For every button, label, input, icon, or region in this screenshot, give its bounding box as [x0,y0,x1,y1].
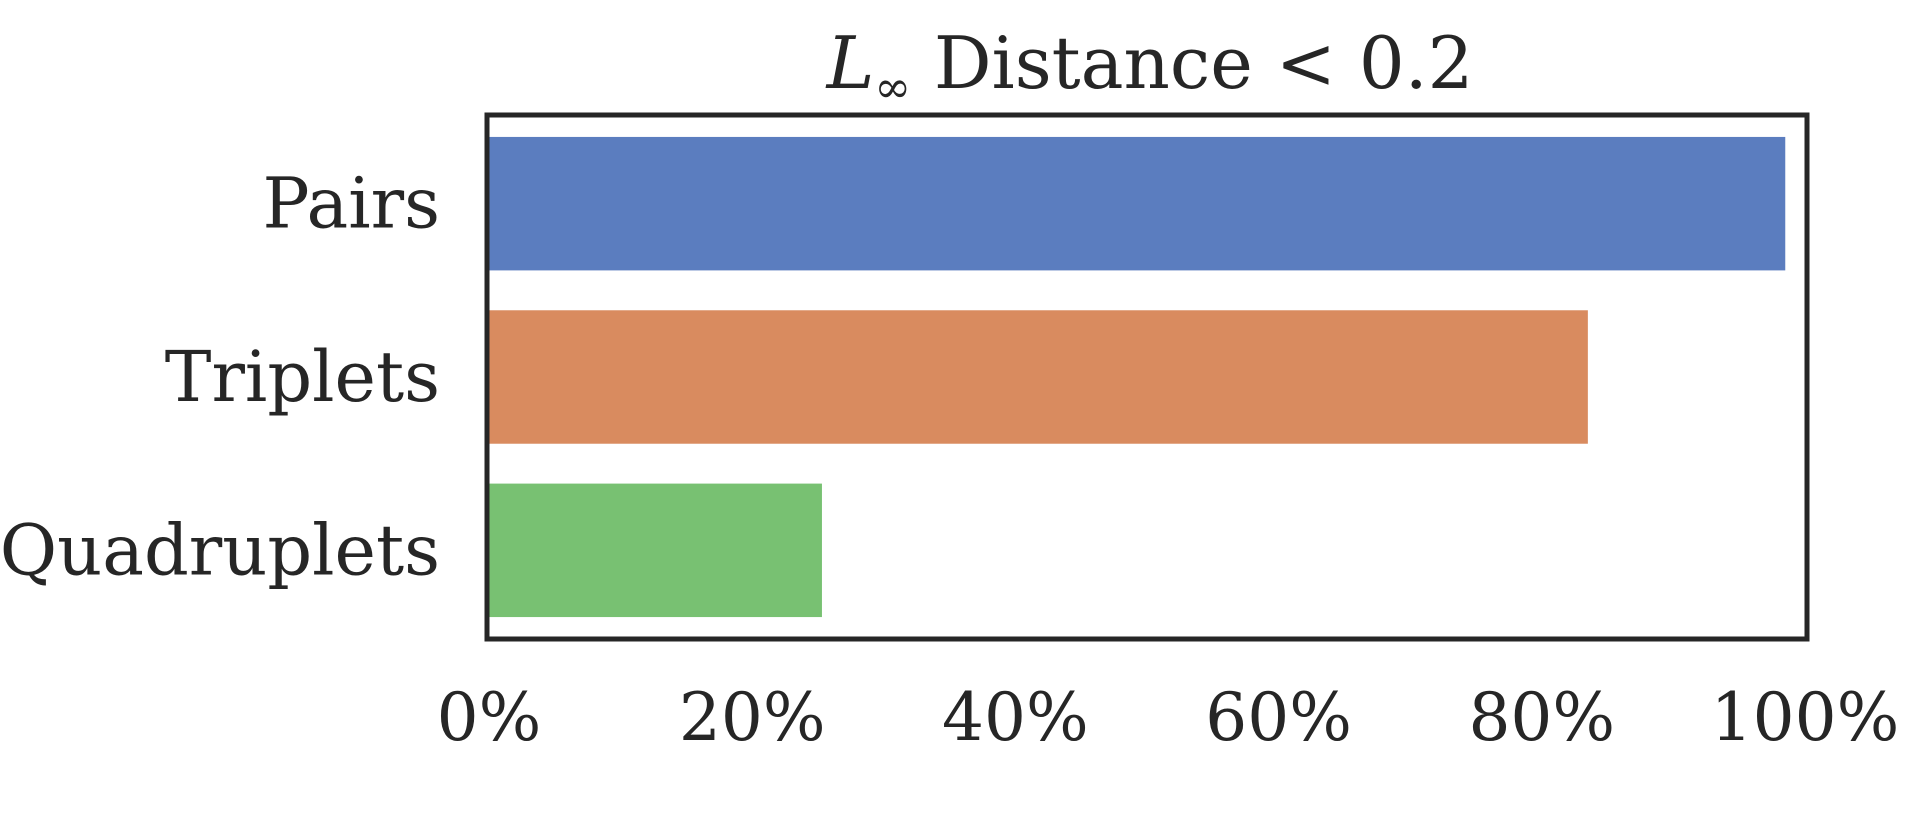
bars-group [489,136,1786,618]
bar-pairs [489,136,1786,271]
plot-frame [484,112,1810,642]
x-tick-label: 60% [1205,679,1352,756]
x-tick-label: 100% [1711,679,1900,756]
chart-title-symbol: L [825,21,875,105]
x-tick-label: 0% [437,679,542,756]
category-label-pairs: Pairs [263,163,440,245]
x-tick-label: 40% [942,679,1089,756]
x-tick-label: 80% [1468,679,1615,756]
category-label-quadruplets: Quadruplets [0,509,440,591]
category-label-triplets: Triplets [165,336,440,418]
x-tick-label: 20% [679,679,826,756]
chart-title-subscript: ∞ [874,62,911,113]
chart-title: L∞ Distance < 0.2 [825,21,1474,113]
chart-title-text: Distance < 0.2 [911,21,1473,105]
category-labels-group: Pairs Triplets Quadruplets [0,163,440,592]
x-tick-labels-group: 0% 20% 40% 60% 80% 100% [437,679,1900,756]
bar-triplets [489,310,1588,444]
bar-quadruplets [489,483,822,618]
